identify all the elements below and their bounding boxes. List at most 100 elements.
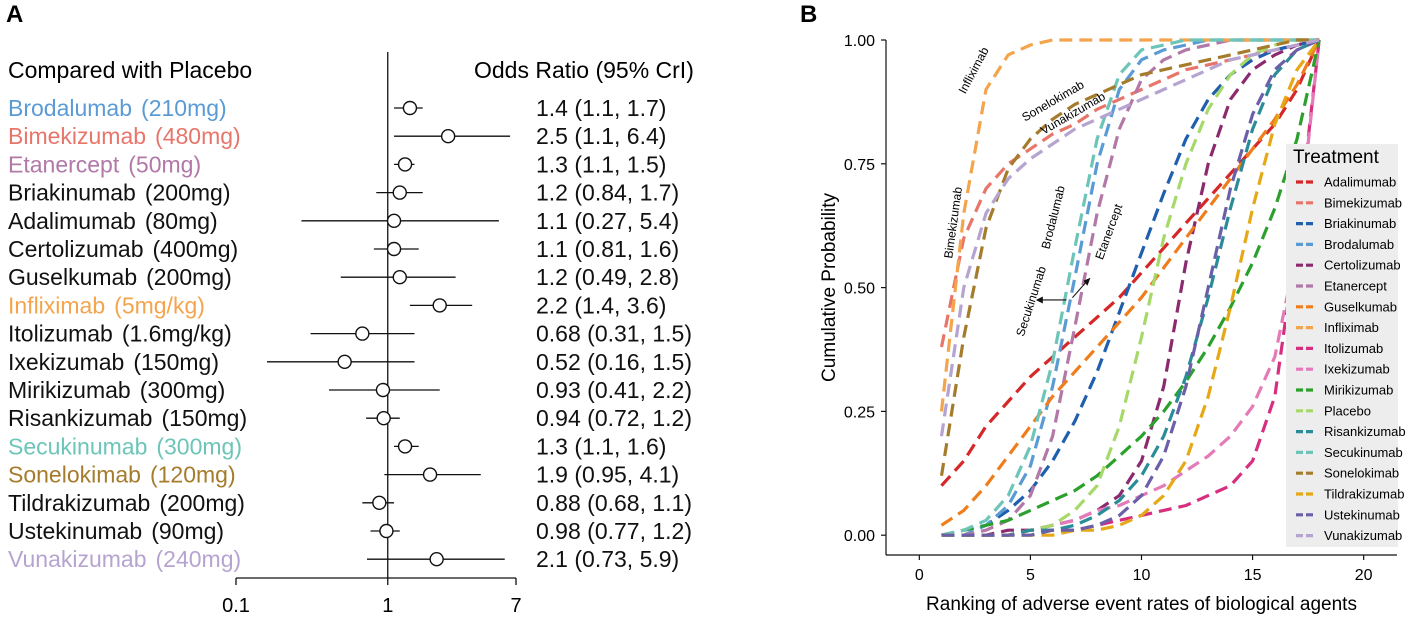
odds-ratio-point xyxy=(402,100,418,116)
forest-row-label: Sonelokimab (120mg) xyxy=(8,462,236,488)
forest-row-label: Briakinumab (200mg) xyxy=(8,180,231,206)
series-line xyxy=(941,38,1320,537)
odds-ratio-text: 0.98 (0.77, 1.2) xyxy=(536,518,692,544)
forest-plot: Brodalumab (210mg) 1.4 (1.1, 1.7) Bimekizum… xyxy=(8,52,692,617)
odds-ratio-point xyxy=(397,157,413,172)
series-line xyxy=(941,38,1320,537)
legend-label: Ixekizumab xyxy=(1324,362,1390,377)
odds-ratio-point xyxy=(337,354,352,369)
odds-ratio-point xyxy=(422,467,438,482)
forest-row-label: Ixekizumab (150mg) xyxy=(8,349,219,375)
x-tick-label: 20 xyxy=(1355,567,1373,584)
odds-ratio-point xyxy=(392,185,407,200)
legend-background xyxy=(1286,144,1398,547)
drug-dose: (240mg) xyxy=(156,546,242,572)
odds-ratio-point xyxy=(397,439,413,454)
y-tick-label: 0.00 xyxy=(844,528,875,545)
odds-ratio-text: 1.3 (1.1, 1.6) xyxy=(536,433,666,459)
forest-row-label: Tildrakizumab (200mg) xyxy=(8,490,245,516)
y-axis-title: Cumulative Probability xyxy=(819,192,840,382)
odds-ratio-text: 0.93 (0.41, 2.2) xyxy=(536,377,692,403)
y-tick-label: 0.25 xyxy=(844,404,875,421)
odds-ratio-text: 2.2 (1.4, 3.6) xyxy=(536,292,666,318)
forest-row-label: Ustekinumab (90mg) xyxy=(8,518,224,544)
drug-name: Vunakizumab xyxy=(8,546,147,572)
drug-name: Etanercept xyxy=(8,151,120,177)
forest-row-label: Itolizumab (1.6mg/kg) xyxy=(8,321,232,347)
forest-row-label: Certolizumab (400mg) xyxy=(8,236,238,262)
drug-dose: (150mg) xyxy=(161,405,247,431)
x-tick-label: 7 xyxy=(510,595,521,617)
legend-label: Bimekizumab xyxy=(1324,195,1402,210)
forest-row-label: Bimekizumab (480mg) xyxy=(8,123,241,149)
drug-dose: (300mg) xyxy=(156,433,242,459)
y-tick-label: 0.50 xyxy=(844,281,875,298)
legend-label: Mirikizumab xyxy=(1324,383,1393,398)
forest-row-label: Mirikizumab (300mg) xyxy=(8,377,225,403)
series-line xyxy=(939,38,1320,477)
forest-row-label: Infliximab (5mg/kg) xyxy=(8,292,205,318)
odds-ratio-text: 0.52 (0.16, 1.5) xyxy=(536,349,692,375)
legend-label: Sonelokimab xyxy=(1324,466,1399,481)
odds-ratio-text: 1.1 (0.27, 5.4) xyxy=(536,208,679,234)
drug-dose: (50mg) xyxy=(128,151,201,177)
odds-ratio-text: 2.5 (1.1, 6.4) xyxy=(536,123,666,149)
legend-title: Treatment xyxy=(1293,147,1380,168)
legend-label: Etanercept xyxy=(1324,279,1387,294)
forest-row-label: Risankizumab (150mg) xyxy=(8,405,247,431)
curve-annotation: Secukinumab xyxy=(1013,264,1049,338)
odds-ratio-point xyxy=(376,411,391,426)
series-line xyxy=(941,38,1320,537)
panel-a-letter: A xyxy=(6,1,23,28)
drug-dose: (480mg) xyxy=(155,123,241,149)
y-tick-label: 0.75 xyxy=(844,157,875,174)
drug-dose: (200mg) xyxy=(145,180,231,206)
drug-name: Brodalumab xyxy=(8,95,132,121)
series-line xyxy=(941,38,1320,537)
odds-ratio-text: 2.1 (0.73, 5.9) xyxy=(536,546,679,572)
drug-dose: (1.6mg/kg) xyxy=(122,321,232,347)
drug-name: Guselkumab xyxy=(8,264,137,290)
drug-name: Tildrakizumab xyxy=(8,490,150,516)
series-line xyxy=(940,39,1321,527)
odds-ratio-point xyxy=(355,326,370,341)
series-line xyxy=(941,39,1321,537)
forest-row-label: Adalimumab (80mg) xyxy=(8,208,218,234)
drug-dose: (400mg) xyxy=(153,236,239,262)
legend-label: Guselkumab xyxy=(1324,299,1397,314)
x-tick-label: 10 xyxy=(1133,567,1151,584)
x-tick-label: 0.1 xyxy=(222,595,250,617)
drug-dose: (90mg) xyxy=(151,518,224,544)
drug-name: Adalimumab xyxy=(8,208,136,234)
x-tick-label: 0 xyxy=(915,567,924,584)
odds-ratio-text: 1.3 (1.1, 1.5) xyxy=(536,151,666,177)
arrow-line xyxy=(1071,280,1088,299)
odds-ratio-point xyxy=(386,213,402,229)
forest-row-label: Etanercept (50mg) xyxy=(8,151,201,177)
panel-b-letter: B xyxy=(800,1,817,28)
series-line xyxy=(941,38,1320,537)
odds-ratio-point xyxy=(432,298,447,313)
legend-label: Certolizumab xyxy=(1324,258,1401,273)
odds-ratio-text: 1.1 (0.81, 1.6) xyxy=(536,236,679,262)
drug-name: Ixekizumab xyxy=(8,349,124,375)
drug-dose: (80mg) xyxy=(145,208,218,234)
drug-dose: (210mg) xyxy=(141,95,227,121)
odds-ratio-point xyxy=(429,552,444,567)
series-line xyxy=(941,39,1321,537)
forest-row-label: Vunakizumab (240mg) xyxy=(8,546,241,572)
legend-label: Brodalumab xyxy=(1324,237,1394,252)
legend-label: Adalimumab xyxy=(1324,175,1396,190)
drug-name: Itolizumab xyxy=(8,321,113,347)
drug-name: Certolizumab xyxy=(8,236,144,262)
cumulative-probability-plot: 0.00 0.25 0.50 0.75 1.00 0 5 10 15 20 Ranking of a… xyxy=(819,33,1406,615)
odds-ratio-point xyxy=(392,270,407,285)
drug-dose: (300mg) xyxy=(140,377,226,403)
odds-ratio-text: 1.9 (0.95, 4.1) xyxy=(536,462,679,488)
odds-ratio-text: 1.4 (1.1, 1.7) xyxy=(536,95,666,121)
odds-ratio-text: 0.88 (0.68, 1.1) xyxy=(536,490,692,516)
drug-name: Sonelokimab xyxy=(8,462,141,488)
drug-dose: (200mg) xyxy=(159,490,245,516)
odds-ratio-text: 0.68 (0.31, 1.5) xyxy=(536,321,692,347)
